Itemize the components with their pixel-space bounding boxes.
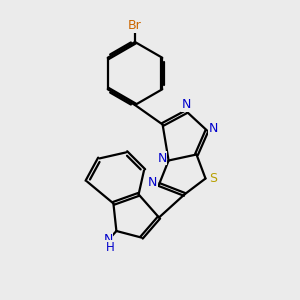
Text: N: N xyxy=(148,176,157,190)
Text: N: N xyxy=(103,233,113,246)
Text: H: H xyxy=(106,241,115,254)
Text: N: N xyxy=(157,152,167,165)
Text: Br: Br xyxy=(128,19,142,32)
Text: N: N xyxy=(209,122,218,136)
Text: S: S xyxy=(209,172,217,185)
Text: N: N xyxy=(181,98,191,112)
